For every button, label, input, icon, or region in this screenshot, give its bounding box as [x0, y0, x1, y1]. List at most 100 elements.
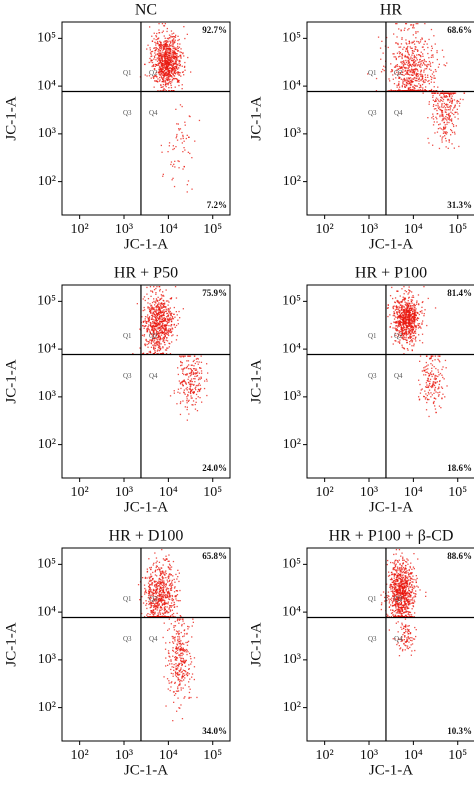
event-dot	[172, 575, 174, 577]
event-dot	[183, 66, 186, 68]
event-dot	[159, 304, 162, 306]
event-dot	[393, 56, 395, 58]
event-dot	[388, 78, 390, 80]
event-dot	[180, 646, 182, 649]
event-dot	[172, 647, 174, 649]
event-dot	[165, 85, 167, 88]
event-dot	[399, 310, 401, 312]
event-dot	[433, 35, 435, 37]
event-dot	[408, 569, 410, 571]
event-dot	[160, 598, 162, 600]
event-dot	[444, 127, 446, 129]
event-dot	[446, 113, 448, 116]
event-dot	[157, 331, 159, 333]
event-dot	[162, 65, 164, 67]
event-dot	[396, 311, 398, 314]
event-dot	[163, 314, 165, 317]
event-dot	[150, 568, 152, 571]
event-dot	[163, 317, 165, 319]
event-dot	[414, 304, 416, 307]
event-dot	[416, 317, 419, 320]
event-dot	[428, 57, 430, 59]
event-dot	[151, 318, 153, 320]
event-dot	[157, 591, 159, 593]
event-dot	[442, 92, 444, 94]
event-dot	[400, 90, 402, 92]
event-dot	[167, 315, 169, 317]
event-dot	[160, 312, 162, 314]
event-dot	[178, 643, 180, 645]
event-dot	[146, 607, 148, 610]
event-dot	[418, 61, 420, 63]
event-dot	[156, 32, 158, 35]
event-dot	[405, 318, 407, 320]
event-dot	[168, 48, 170, 50]
event-dot	[188, 399, 190, 401]
event-dot	[153, 315, 155, 318]
event-dot	[155, 595, 157, 598]
event-dot	[161, 311, 163, 313]
event-dot	[453, 125, 455, 128]
event-dot	[156, 64, 158, 66]
event-dot	[398, 331, 400, 334]
event-dot	[443, 56, 445, 58]
event-dot	[145, 322, 147, 324]
event-dot	[174, 636, 176, 638]
event-dot	[147, 306, 149, 308]
event-dot	[143, 584, 146, 586]
event-dot	[170, 325, 172, 327]
event-dot	[450, 129, 452, 131]
event-dot	[155, 341, 158, 343]
event-dot	[400, 327, 402, 329]
panel-title: HR + P100 + β-CD	[329, 528, 454, 545]
event-dot	[199, 384, 201, 386]
event-dot	[394, 586, 396, 588]
event-dot	[431, 54, 433, 56]
event-dot	[172, 73, 174, 76]
event-dot	[404, 321, 406, 323]
event-dot	[139, 599, 141, 601]
event-dot	[158, 69, 160, 71]
event-dot	[172, 47, 174, 50]
event-dot	[175, 55, 177, 57]
event-dot	[168, 75, 170, 78]
event-dot	[152, 336, 155, 338]
event-dot	[408, 575, 411, 578]
event-dot	[167, 69, 170, 71]
event-dot	[411, 317, 413, 319]
event-dot	[184, 380, 186, 383]
x-tick-label: 10²	[316, 222, 334, 237]
event-dot	[154, 581, 156, 583]
event-dot	[176, 403, 178, 405]
event-dot	[410, 336, 413, 338]
event-dot	[178, 684, 180, 686]
event-dot	[399, 339, 401, 341]
event-dot	[171, 605, 173, 607]
event-dot	[173, 32, 175, 34]
event-dot	[186, 672, 188, 674]
event-dot	[170, 82, 172, 85]
event-dot	[405, 331, 408, 333]
event-dot	[402, 336, 404, 338]
event-dot	[156, 583, 158, 585]
event-dot	[432, 381, 434, 383]
event-dot	[175, 671, 177, 674]
event-dot	[405, 322, 407, 324]
event-dot	[445, 96, 447, 98]
event-dot	[413, 303, 415, 305]
event-dot	[400, 78, 402, 80]
event-dot	[164, 72, 166, 74]
event-dot	[456, 102, 458, 104]
event-dot	[153, 353, 155, 355]
event-dot	[394, 301, 396, 303]
event-dot	[164, 333, 166, 335]
event-dot	[146, 331, 148, 333]
event-dot	[150, 594, 152, 596]
event-dot	[158, 324, 161, 326]
y-axis-label: JC-1-A	[3, 359, 19, 403]
event-dot	[424, 90, 426, 92]
event-dot	[197, 385, 199, 387]
event-dot	[157, 349, 159, 351]
event-dot	[176, 123, 178, 125]
event-dot	[414, 310, 416, 312]
